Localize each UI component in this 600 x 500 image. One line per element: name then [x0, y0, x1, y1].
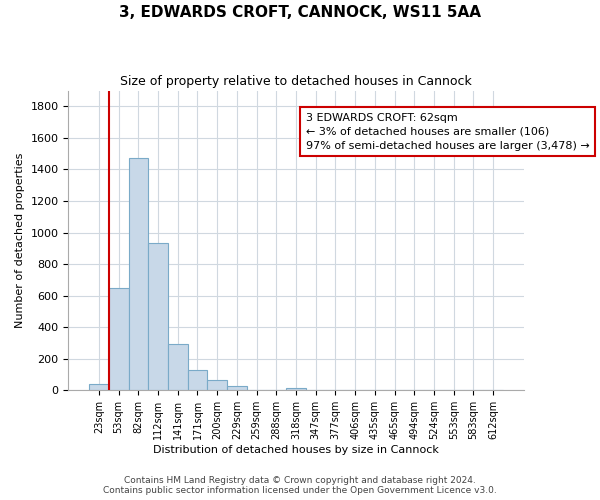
Bar — [89, 384, 109, 390]
Bar — [168, 344, 188, 391]
Text: 3, EDWARDS CROFT, CANNOCK, WS11 5AA: 3, EDWARDS CROFT, CANNOCK, WS11 5AA — [119, 5, 481, 20]
Bar — [109, 288, 128, 390]
Bar — [208, 380, 227, 390]
Bar — [227, 386, 247, 390]
Text: 3 EDWARDS CROFT: 62sqm
← 3% of detached houses are smaller (106)
97% of semi-det: 3 EDWARDS CROFT: 62sqm ← 3% of detached … — [306, 112, 590, 150]
Bar — [286, 388, 306, 390]
X-axis label: Distribution of detached houses by size in Cannock: Distribution of detached houses by size … — [153, 445, 439, 455]
Title: Size of property relative to detached houses in Cannock: Size of property relative to detached ho… — [120, 75, 472, 88]
Bar — [128, 158, 148, 390]
Y-axis label: Number of detached properties: Number of detached properties — [15, 153, 25, 328]
Bar — [148, 243, 168, 390]
Bar — [188, 370, 208, 390]
Text: Contains HM Land Registry data © Crown copyright and database right 2024.
Contai: Contains HM Land Registry data © Crown c… — [103, 476, 497, 495]
